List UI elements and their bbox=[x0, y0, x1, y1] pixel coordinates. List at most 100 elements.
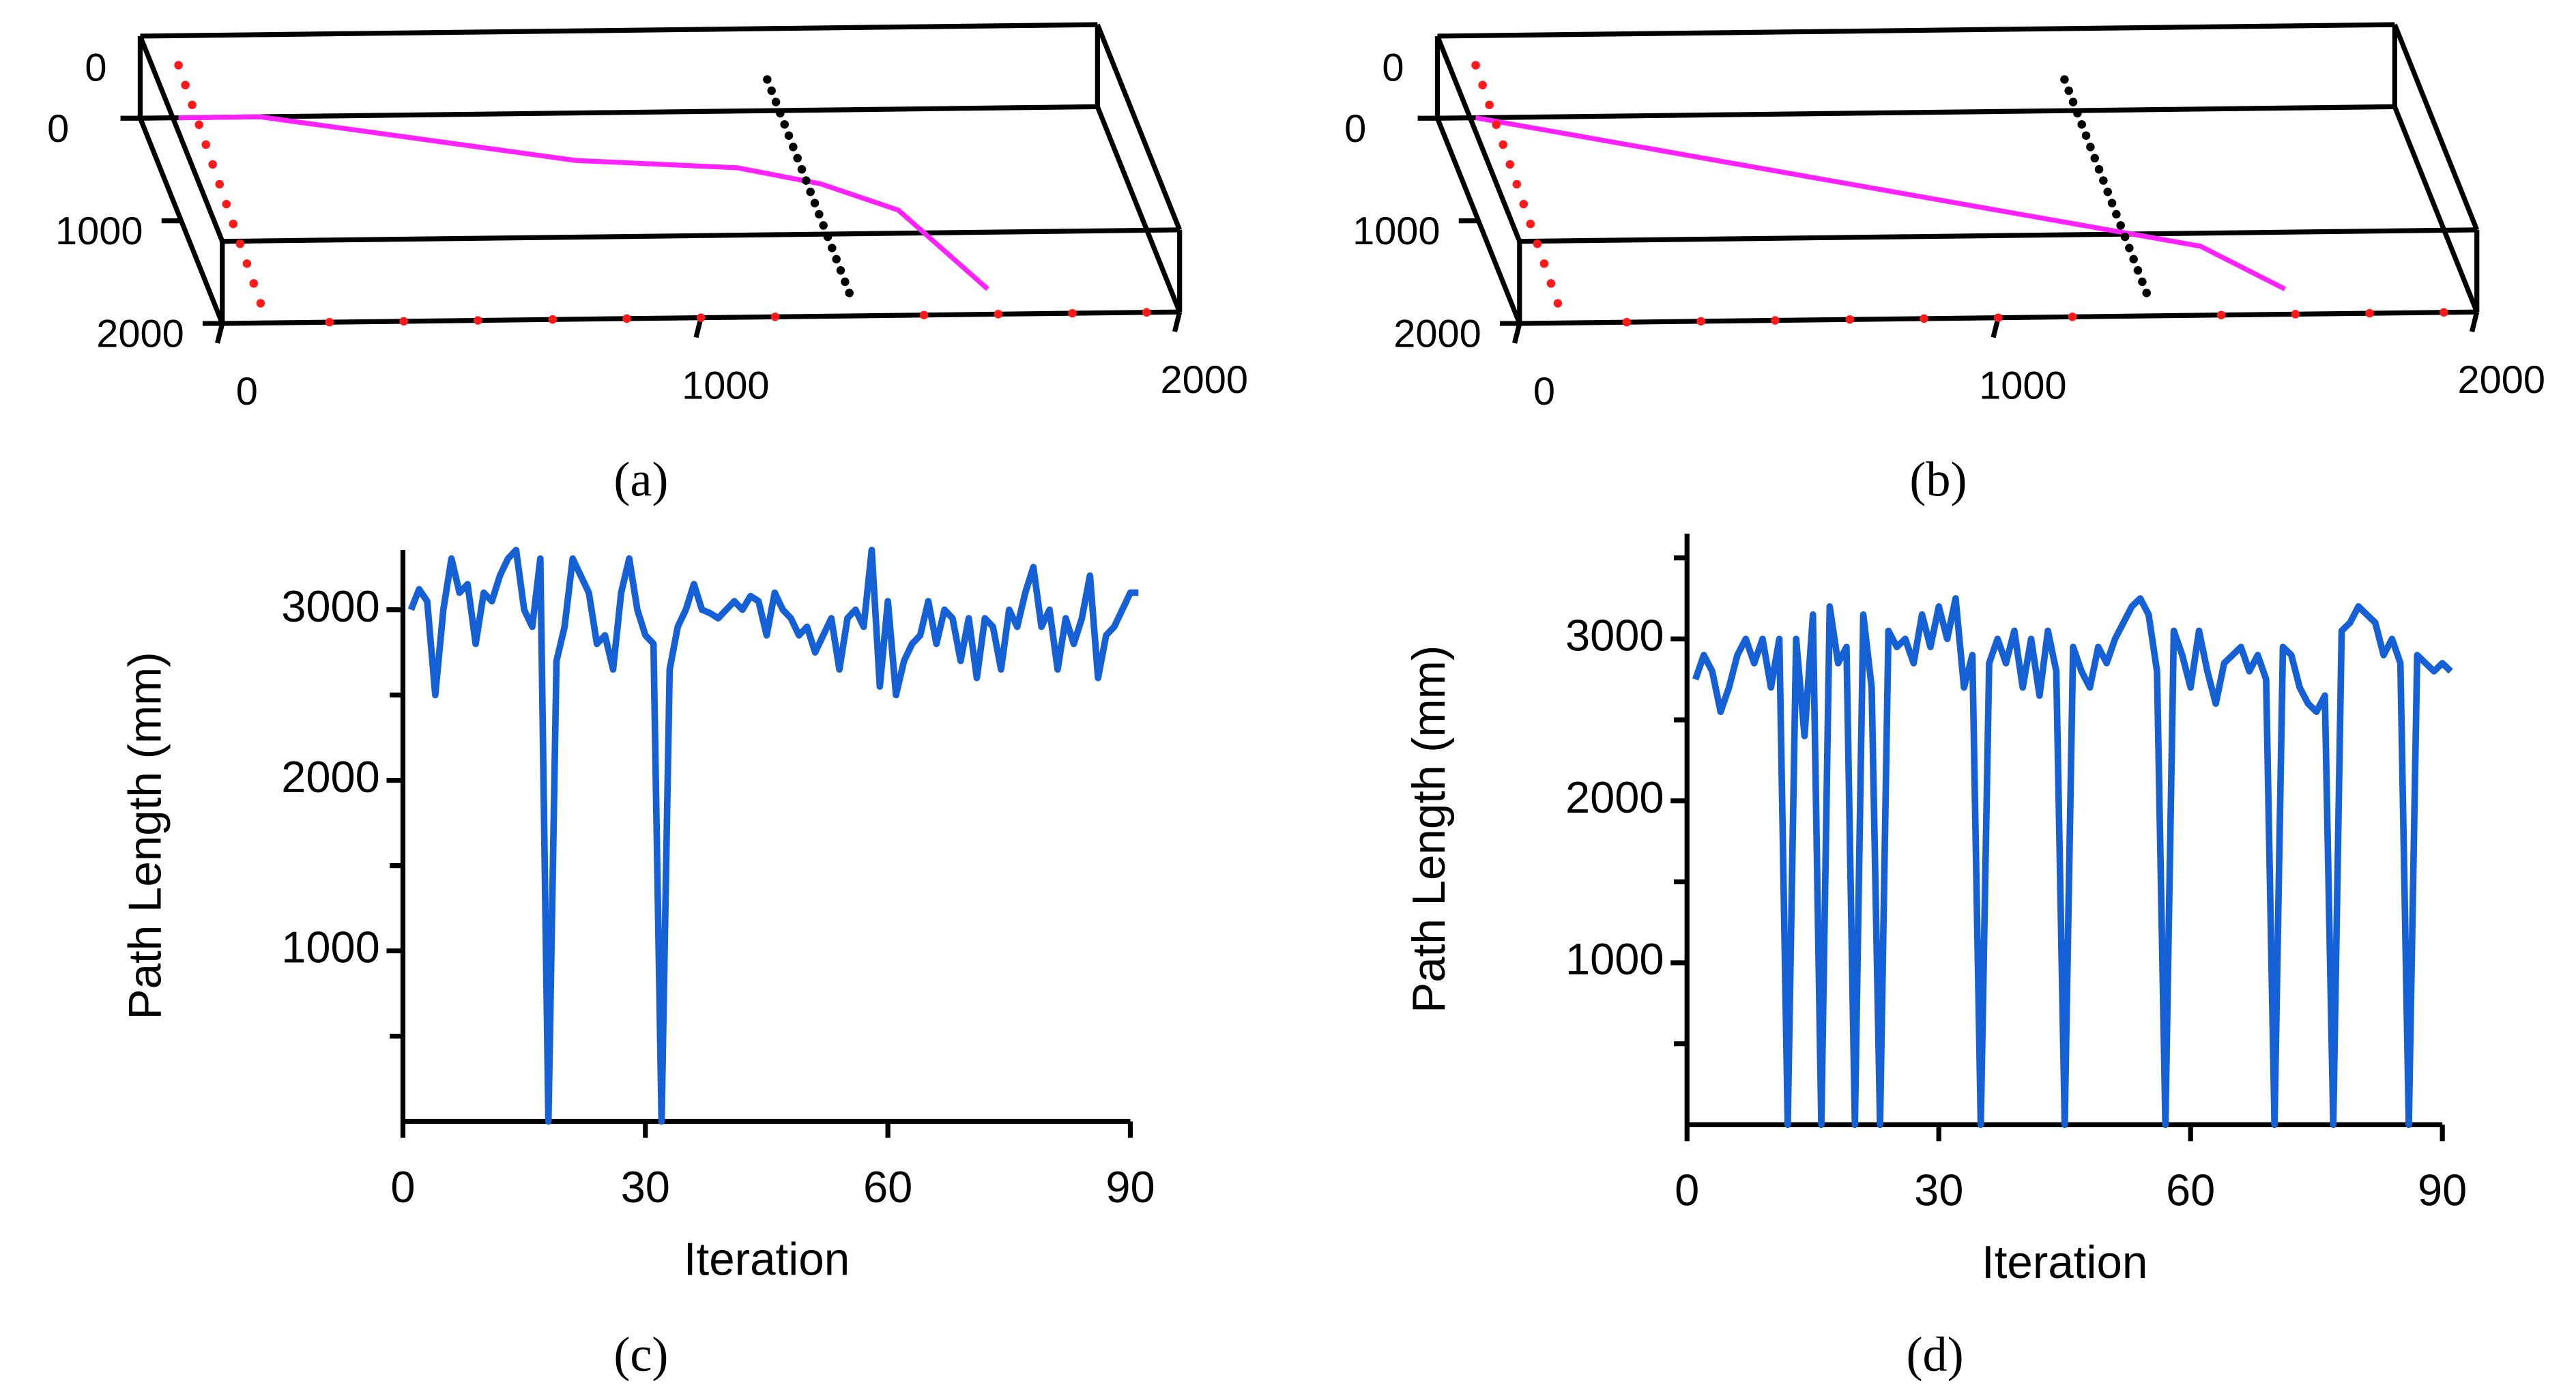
box-edge bbox=[1437, 104, 2395, 121]
point bbox=[622, 314, 631, 323]
point bbox=[2116, 221, 2125, 230]
point bbox=[2081, 131, 2091, 140]
y-tick-label: 1000 bbox=[1565, 934, 1664, 984]
point bbox=[2112, 209, 2121, 219]
x-tick-label: 0 bbox=[390, 1162, 415, 1212]
caption: (c) bbox=[613, 1327, 668, 1382]
point bbox=[776, 108, 785, 118]
point bbox=[2142, 289, 2151, 297]
data-line bbox=[407, 547, 1139, 1125]
x-axis-label: Iteration bbox=[684, 1234, 850, 1285]
point bbox=[2440, 308, 2448, 317]
z-tick-label: 0 bbox=[85, 46, 106, 90]
x-tick-label: 90 bbox=[2418, 1165, 2467, 1215]
point bbox=[767, 86, 776, 96]
point bbox=[1068, 308, 1077, 318]
caption: (b) bbox=[1909, 452, 1967, 506]
x-axis-label: Iteration bbox=[1982, 1237, 2147, 1288]
box-edge bbox=[1435, 35, 1522, 243]
point bbox=[841, 277, 850, 287]
point bbox=[823, 232, 833, 242]
y-tick-label: 2000 bbox=[1565, 772, 1664, 822]
x-tick-label: 2000 bbox=[1161, 358, 1248, 402]
point bbox=[1142, 308, 1151, 317]
point bbox=[249, 279, 259, 288]
point bbox=[1526, 219, 1535, 229]
point bbox=[793, 154, 802, 163]
point bbox=[810, 199, 820, 207]
point bbox=[819, 221, 828, 230]
y-tick-label: 3000 bbox=[1565, 610, 1664, 660]
point bbox=[1505, 160, 1514, 169]
z-tick-label: 0 bbox=[1382, 46, 1404, 90]
box-edge bbox=[2392, 23, 2480, 231]
point bbox=[789, 143, 798, 151]
point bbox=[1622, 317, 1632, 327]
data-line bbox=[1692, 595, 2453, 1129]
point bbox=[215, 179, 224, 189]
box-edge bbox=[2392, 106, 2480, 313]
point bbox=[208, 160, 217, 169]
point bbox=[797, 164, 807, 174]
y-axis-label: Path Length (mm) bbox=[1404, 645, 1455, 1013]
point bbox=[548, 315, 558, 324]
point bbox=[2086, 143, 2095, 151]
point bbox=[2103, 187, 2112, 197]
point bbox=[2094, 164, 2104, 174]
point bbox=[771, 98, 781, 106]
point bbox=[2138, 277, 2147, 287]
y-tick-label: 2000 bbox=[96, 313, 184, 356]
point bbox=[2125, 244, 2134, 252]
x-tick-label: 60 bbox=[863, 1162, 912, 1212]
point bbox=[1539, 259, 1549, 268]
point bbox=[1845, 315, 1855, 324]
point bbox=[845, 289, 854, 297]
box-edge bbox=[1437, 22, 2395, 39]
path-line bbox=[178, 114, 989, 291]
caption: (d) bbox=[1907, 1327, 1964, 1382]
point bbox=[836, 266, 845, 275]
box-edge bbox=[138, 117, 225, 325]
x-tick-label: 0 bbox=[1533, 370, 1555, 413]
point bbox=[174, 61, 183, 70]
point bbox=[2291, 310, 2300, 319]
point bbox=[235, 239, 245, 248]
point bbox=[1553, 299, 1563, 308]
point bbox=[1533, 239, 1542, 248]
x-tick-label: 30 bbox=[621, 1162, 670, 1212]
y-tick-label: 2000 bbox=[281, 752, 380, 802]
point bbox=[806, 187, 815, 197]
point bbox=[1485, 100, 1494, 109]
y-tick-label: 1000 bbox=[281, 923, 380, 972]
point bbox=[399, 317, 408, 326]
point bbox=[2064, 86, 2073, 96]
point bbox=[1920, 314, 1928, 323]
y-tick-label: 1000 bbox=[1352, 209, 1440, 253]
path-line bbox=[1475, 115, 2287, 291]
box-edge bbox=[138, 35, 225, 243]
point bbox=[222, 199, 231, 209]
point bbox=[2090, 154, 2099, 163]
point bbox=[828, 244, 837, 252]
x-tick bbox=[2469, 311, 2480, 332]
box-edge bbox=[1095, 106, 1183, 313]
point bbox=[188, 100, 197, 109]
point bbox=[201, 140, 210, 149]
point bbox=[325, 317, 334, 327]
point bbox=[194, 120, 203, 130]
x-tick-label: 0 bbox=[236, 370, 258, 413]
point bbox=[1993, 313, 2003, 322]
x-tick-label: 30 bbox=[1914, 1165, 1963, 1215]
box-edge bbox=[1519, 227, 2477, 244]
point bbox=[2216, 310, 2226, 319]
box-edge bbox=[140, 104, 1098, 121]
y-tick-label: 0 bbox=[47, 107, 69, 151]
point bbox=[2365, 308, 2374, 318]
point bbox=[474, 316, 482, 325]
x-tick bbox=[215, 323, 225, 344]
point bbox=[2129, 255, 2138, 264]
x-tick-label: 1000 bbox=[682, 364, 769, 407]
point bbox=[815, 209, 824, 219]
point bbox=[242, 259, 252, 268]
